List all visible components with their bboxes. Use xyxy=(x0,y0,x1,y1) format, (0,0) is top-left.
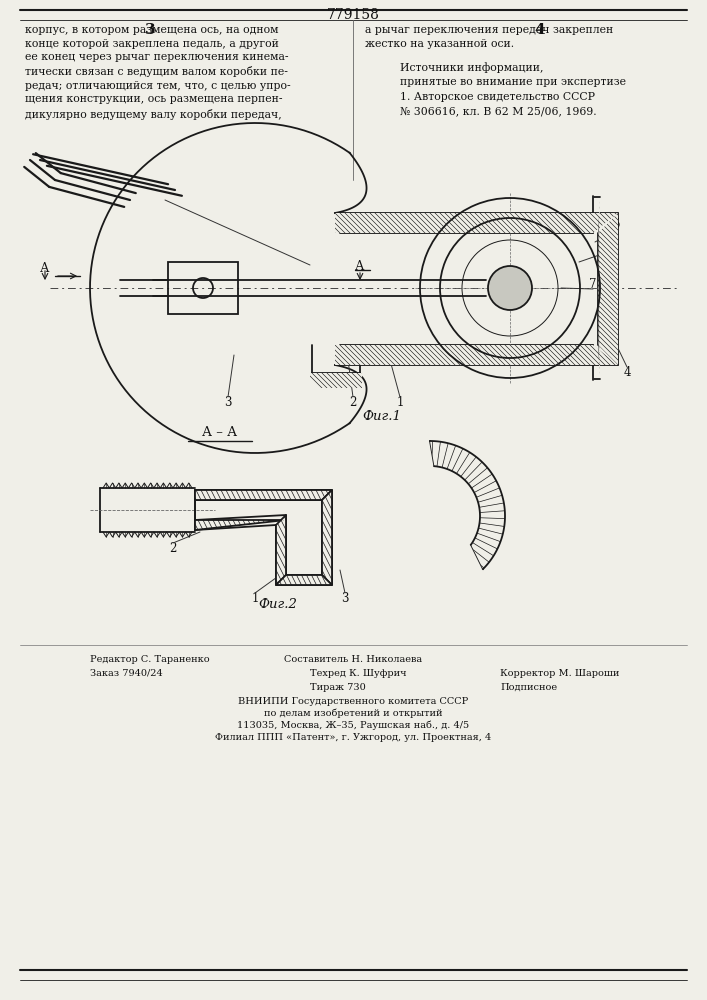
Text: Редактор С. Тараненко: Редактор С. Тараненко xyxy=(90,655,209,664)
Polygon shape xyxy=(195,490,332,500)
Text: 1: 1 xyxy=(397,395,404,408)
Polygon shape xyxy=(195,520,286,530)
Polygon shape xyxy=(195,490,332,500)
Text: А – А: А – А xyxy=(202,426,238,440)
Text: Филиал ППП «Патент», г. Ужгород, ул. Проектная, 4: Филиал ППП «Патент», г. Ужгород, ул. Про… xyxy=(215,733,491,742)
Polygon shape xyxy=(598,213,618,365)
Polygon shape xyxy=(310,373,362,388)
Text: 2: 2 xyxy=(349,395,357,408)
Text: ВНИИПИ Государственного комитета СССР: ВНИИПИ Государственного комитета СССР xyxy=(238,697,468,706)
Text: Источники информации,
принятые во внимание при экспертизе
1. Авторское свидетель: Источники информации, принятые во вниман… xyxy=(400,62,626,116)
Text: а рычаг переключения передач закреплен
жестко на указанной оси.: а рычаг переключения передач закреплен ж… xyxy=(365,25,613,49)
Text: Техред К. Шуфрич: Техред К. Шуфрич xyxy=(310,669,407,678)
Text: 3: 3 xyxy=(341,591,349,604)
Text: Составитель Н. Николаева: Составитель Н. Николаева xyxy=(284,655,422,664)
Text: Фuг.2: Фuг.2 xyxy=(259,598,298,611)
Polygon shape xyxy=(430,441,505,569)
Polygon shape xyxy=(598,198,600,378)
Text: 1: 1 xyxy=(251,591,259,604)
Text: Тираж 730: Тираж 730 xyxy=(310,683,366,692)
Text: А: А xyxy=(355,259,365,272)
Text: Подписное: Подписное xyxy=(500,683,557,692)
Polygon shape xyxy=(335,213,618,233)
Text: 779158: 779158 xyxy=(327,8,380,22)
Polygon shape xyxy=(322,490,332,585)
Text: 4: 4 xyxy=(624,365,631,378)
Text: Заказ 7940/24: Заказ 7940/24 xyxy=(90,669,163,678)
Text: Фuг.1: Фuг.1 xyxy=(363,410,402,424)
Text: 3: 3 xyxy=(145,23,156,37)
Text: 113035, Москва, Ж–35, Раушская наб., д. 4/5: 113035, Москва, Ж–35, Раушская наб., д. … xyxy=(237,721,469,730)
Text: 4: 4 xyxy=(534,23,545,37)
Text: 2: 2 xyxy=(169,542,177,554)
Text: 7: 7 xyxy=(589,277,597,290)
Polygon shape xyxy=(276,515,286,585)
Text: корпус, в котором размещена ось, на одном
конце которой закреплена педаль, а дру: корпус, в котором размещена ось, на одно… xyxy=(25,25,291,119)
Text: по делам изобретений и открытий: по делам изобретений и открытий xyxy=(264,709,443,718)
Polygon shape xyxy=(276,575,332,585)
Text: Корректор М. Шароши: Корректор М. Шароши xyxy=(500,669,619,678)
Circle shape xyxy=(488,266,532,310)
Text: 6: 6 xyxy=(601,241,609,254)
Text: А: А xyxy=(40,261,49,274)
Polygon shape xyxy=(335,345,618,365)
Text: 3: 3 xyxy=(224,395,232,408)
Text: 5: 5 xyxy=(613,219,621,232)
